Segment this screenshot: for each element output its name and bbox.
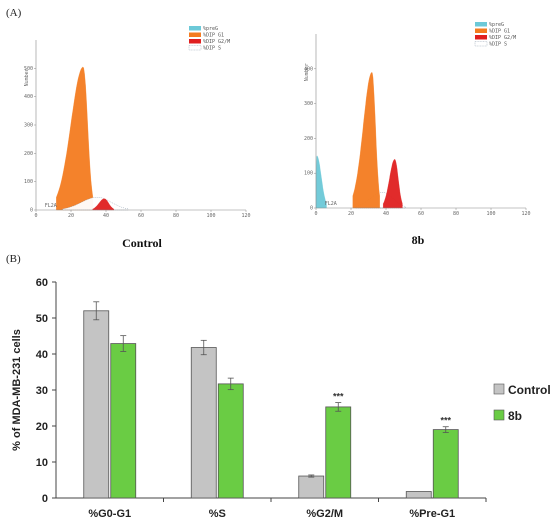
- significance-marker: ***: [333, 392, 344, 402]
- histogram-peak-preg: [315, 155, 327, 209]
- legend-swatch: [189, 39, 201, 44]
- x-tick-label: 100: [206, 213, 215, 219]
- x-tick-label: 80: [173, 213, 179, 219]
- x-tick-label: 60: [418, 211, 424, 217]
- y-tick-label: 60: [36, 277, 48, 289]
- y-tick-label: 20: [36, 421, 48, 433]
- legend-label: %DIP S: [203, 46, 221, 52]
- legend-label: %DIP G1: [489, 29, 510, 35]
- y-tick-label: 40: [36, 349, 48, 361]
- histogram-control: 0 20 40 60 80 100 120 0 100 200 300 400 500 FL2A Numbe…: [24, 26, 251, 219]
- bar-control: [405, 491, 432, 499]
- significance-marker: ***: [440, 416, 451, 426]
- x-tick-label: 20: [348, 211, 354, 217]
- x-tick-label: %G2/M: [306, 508, 343, 520]
- histogram-peak-dip-g1: [56, 66, 94, 211]
- legend-label: %preG: [489, 22, 504, 28]
- y-tick-label: 0: [310, 206, 313, 212]
- y-tick-label: 0: [42, 493, 48, 505]
- y-tick-label: 400: [24, 94, 33, 100]
- histogram-peak-dip-g2-m: [92, 198, 115, 211]
- x-tick-label: 60: [138, 213, 144, 219]
- bar-treated: [110, 343, 137, 499]
- y-axis-label: % of MDA-MB-231 cells: [11, 329, 23, 451]
- y-tick-label: 50: [36, 313, 48, 325]
- legend-label: %DIP S: [489, 42, 507, 48]
- legend-swatch-treated: [493, 409, 505, 421]
- legend-swatch: [474, 41, 488, 47]
- y-tick-label: 100: [304, 171, 313, 177]
- bar-control: [190, 347, 217, 499]
- legend-swatch: [475, 22, 487, 27]
- x-tick-label: 0: [314, 211, 317, 217]
- panel-b-label: (B): [6, 253, 21, 265]
- legend-swatch: [189, 26, 201, 31]
- x-tick-label: 20: [68, 213, 74, 219]
- y-tick-label: 500: [24, 66, 33, 72]
- bar-treated: [217, 383, 244, 499]
- y-tick-label: 300: [304, 101, 313, 107]
- x-tick-label: %Pre-G1: [409, 508, 455, 520]
- legend-swatch: [475, 28, 487, 33]
- histogram-8b: 0 20 40 60 80 100 120 0 100 200 300 400 FL2A Number %p…: [304, 22, 531, 217]
- legend-swatch: [188, 45, 202, 51]
- bar-treated: [325, 406, 352, 499]
- bar-chart: 0 10 20 30 40 50 60 % of MDA-MB-231 cells %G0-G1…: [11, 277, 550, 520]
- panel-a-label: (A): [6, 7, 22, 19]
- y-tick-label: 30: [36, 385, 48, 397]
- legend-label: %DIP G2/M: [203, 39, 230, 45]
- x-tick-label: 120: [241, 213, 250, 219]
- legend-label: Control: [508, 383, 550, 397]
- x-tick-label: 100: [486, 211, 495, 217]
- y-tick-label: 10: [36, 457, 48, 469]
- bar-control: [298, 475, 325, 499]
- legend-swatch: [189, 32, 201, 37]
- y-axis-label: Number: [304, 63, 310, 81]
- legend-swatch-control: [493, 383, 505, 395]
- x-tick-label: 80: [453, 211, 459, 217]
- legend-label: 8b: [508, 409, 522, 423]
- legend-label: %DIP G2/M: [489, 35, 516, 41]
- caption-control: Control: [122, 236, 162, 250]
- x-tick-label: %S: [209, 508, 226, 520]
- histogram-peak-dip-g2-m: [383, 159, 403, 209]
- x-tick-label: 0: [34, 213, 37, 219]
- x-axis-label: FL2A: [325, 201, 337, 207]
- y-tick-label: 400: [304, 66, 313, 72]
- bar-control: [83, 310, 110, 499]
- caption-8b: 8b: [412, 233, 425, 247]
- x-axis-label: FL2A: [45, 203, 57, 209]
- y-tick-label: 300: [24, 123, 33, 129]
- y-tick-label: 0: [30, 208, 33, 214]
- x-tick-label: %G0-G1: [88, 508, 131, 520]
- histogram-peak-dip-g1: [352, 72, 380, 209]
- y-tick-label: 200: [24, 151, 33, 157]
- legend-label: %DIP G1: [203, 33, 224, 39]
- x-tick-label: 120: [521, 211, 530, 217]
- x-tick-label: 40: [383, 211, 389, 217]
- x-tick-label: 40: [103, 213, 109, 219]
- histogram-peak-dip-s: [62, 197, 129, 211]
- y-tick-label: 100: [24, 179, 33, 185]
- y-tick-label: 200: [304, 136, 313, 142]
- bar-treated: [432, 429, 459, 499]
- y-axis-label: Number: [24, 68, 30, 86]
- legend-swatch: [475, 35, 487, 40]
- legend-label: %preG: [203, 26, 218, 32]
